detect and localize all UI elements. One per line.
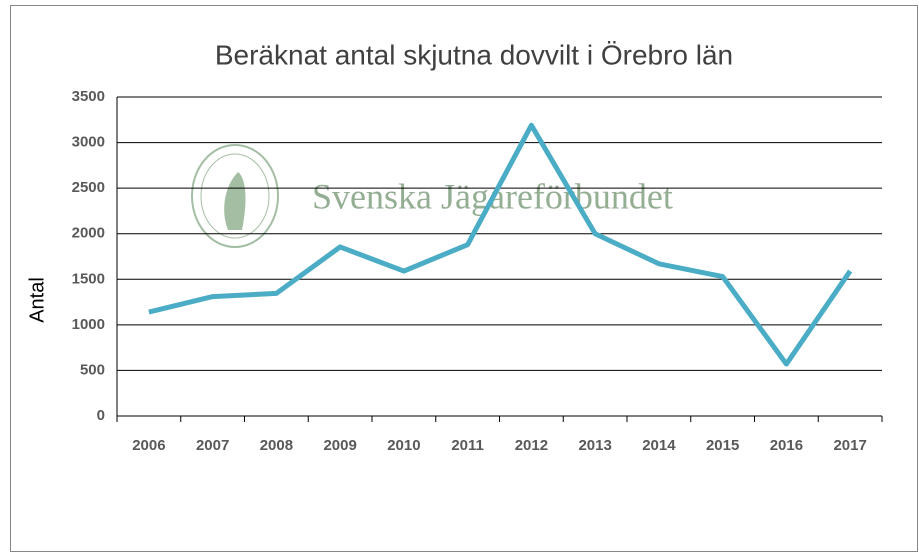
y-axis-label: Antal bbox=[26, 277, 48, 323]
x-tick-label: 2009 bbox=[323, 437, 356, 454]
x-tick-label: 2017 bbox=[833, 437, 866, 454]
x-tick-label: 2012 bbox=[515, 437, 548, 454]
y-tick-label: 500 bbox=[80, 361, 105, 378]
x-tick-label: 2010 bbox=[387, 437, 420, 454]
x-tick-label: 2008 bbox=[260, 437, 293, 454]
y-tick-label: 1500 bbox=[72, 270, 105, 287]
x-tick-label: 2016 bbox=[770, 437, 803, 454]
y-tick-label: 2500 bbox=[72, 179, 105, 196]
x-tick-label: 2007 bbox=[196, 437, 229, 454]
y-tick-label: 2000 bbox=[72, 225, 105, 242]
x-tick-label: 2013 bbox=[578, 437, 611, 454]
x-tick-label: 2014 bbox=[642, 437, 676, 454]
y-tick-label: 3000 bbox=[72, 134, 105, 151]
x-tick-label: 2015 bbox=[706, 437, 739, 454]
chart-title: Beräknat antal skjutna dovvilt i Örebro … bbox=[215, 39, 733, 70]
y-tick-label: 3500 bbox=[72, 88, 105, 105]
chart-border bbox=[10, 5, 918, 552]
data-line bbox=[148, 122, 853, 367]
x-tick-label: 2011 bbox=[451, 437, 484, 454]
y-tick-label: 0 bbox=[97, 407, 105, 424]
y-tick-label: 1000 bbox=[72, 316, 105, 333]
x-tick-label: 2006 bbox=[132, 437, 165, 454]
logo bbox=[191, 144, 279, 248]
